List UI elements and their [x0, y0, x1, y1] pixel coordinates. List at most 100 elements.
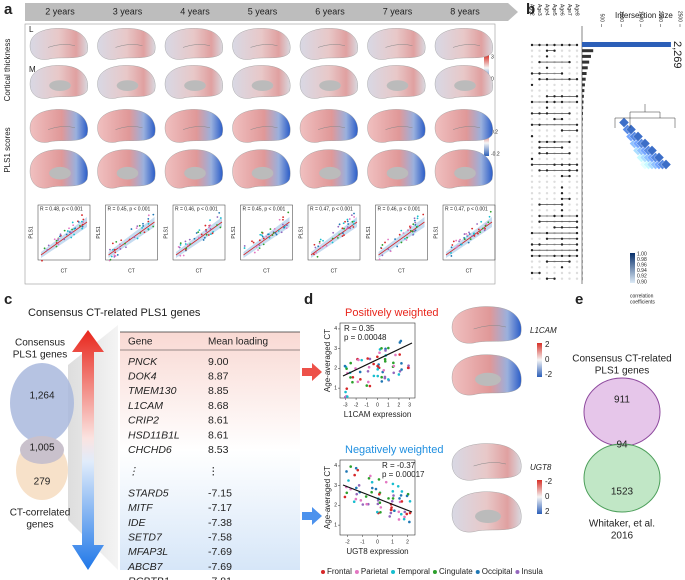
- scatter-point: [332, 231, 335, 234]
- scatter-point: [258, 247, 261, 250]
- scatter-stat: R = 0.45, p < 0.001: [243, 206, 286, 212]
- scatter-point: [115, 240, 118, 243]
- scatter-point: [479, 231, 482, 234]
- y-tick-label: 2: [334, 366, 337, 372]
- scatter-point: [451, 244, 454, 246]
- matrix-dot: [568, 146, 571, 149]
- scatter-point: [353, 216, 355, 218]
- row-bar: [582, 72, 587, 75]
- venn-count: 94: [616, 440, 628, 451]
- scatter-point: [382, 368, 386, 372]
- matrix-dot: [530, 49, 534, 52]
- matrix-dot: [575, 197, 579, 201]
- matrix-dot: [553, 209, 556, 212]
- matrix-dot: [568, 117, 571, 121]
- panel-a: 2 years R = 0.48, p < 0.001 PLS1 CT 3 years R…: [28, 6, 496, 274]
- table-cell: CHCHD6: [128, 444, 172, 456]
- scatter-point: [280, 231, 283, 234]
- colorbar-tick: 0.94: [637, 268, 647, 274]
- y-tick-label: 3: [334, 346, 337, 352]
- matrix-dot: [530, 66, 534, 70]
- scatter-point: [243, 245, 246, 247]
- scatter-point: [82, 221, 85, 224]
- matrix-dot: [545, 226, 549, 229]
- brain-surface: [434, 28, 493, 60]
- table-cell: -7.69: [208, 546, 232, 558]
- scatter-point: [193, 237, 196, 240]
- row-bar: [582, 111, 583, 115]
- year-label: 8 years: [450, 6, 480, 16]
- scatter-point: [128, 238, 131, 241]
- matrix-dot: [553, 186, 556, 189]
- confidence-band: [446, 217, 492, 258]
- scatter-point: [455, 246, 458, 249]
- scatter-point: [255, 245, 258, 248]
- matrix-dot: [530, 214, 534, 218]
- matrix-dot: [568, 192, 571, 195]
- venn-title: PLS1 genes: [595, 366, 650, 377]
- matrix-dot: [545, 83, 549, 87]
- scatter-point: [414, 224, 417, 226]
- scatter-point: [179, 254, 182, 257]
- legend-label: Insula: [521, 567, 543, 576]
- axis-label: PLS1: [433, 226, 439, 238]
- scatter-point: [260, 234, 263, 237]
- hemi-label: L: [29, 25, 34, 34]
- colorbar-tick: 0.98: [637, 257, 647, 263]
- table-cell: -7.81: [208, 576, 232, 580]
- scatter-point: [387, 238, 390, 241]
- table-cell: RCBTB1: [128, 576, 169, 580]
- axis-label: CT: [263, 268, 270, 274]
- scatter-point: [43, 247, 46, 250]
- row-bar: [582, 151, 583, 155]
- scatter-point: [459, 238, 461, 241]
- matrix-dot: [530, 226, 534, 229]
- matrix-dot: [575, 209, 579, 212]
- matrix-dot: [575, 55, 579, 58]
- matrix-dot: [530, 192, 534, 195]
- x-tick-label: -2: [345, 539, 350, 545]
- scatter-point: [359, 378, 362, 381]
- x-tick-label: 2: [406, 539, 409, 545]
- venn-title: Consensus CT-related: [572, 354, 672, 365]
- matrix-dot: [530, 106, 534, 109]
- scatter-point: [68, 227, 70, 230]
- matrix-dot: [575, 49, 579, 52]
- scatter-point: [402, 517, 406, 521]
- scatter-point: [408, 520, 411, 524]
- matrix-dot: [575, 112, 579, 115]
- matrix-dot: [538, 237, 541, 240]
- matrix-dot: [575, 192, 579, 195]
- scatter-point: [285, 227, 288, 229]
- scatter-point: [357, 358, 360, 362]
- scatter-point: [391, 490, 395, 493]
- set-label: Age4: [544, 4, 550, 16]
- table-shade: [120, 332, 300, 450]
- scatter-point: [407, 364, 410, 367]
- matrix-dot: [530, 209, 534, 212]
- panel-b: 500 1000 1500 2000 2500 2,269 Age2 Age3 Age4 Age5…: [529, 4, 683, 285]
- scatter-point: [387, 346, 390, 350]
- scatter-point: [272, 231, 275, 234]
- scatter-point: [463, 238, 466, 241]
- scatter-point: [384, 349, 387, 352]
- row-bar: [582, 100, 584, 104]
- scatter-point: [57, 239, 59, 241]
- colorbar: [484, 55, 489, 81]
- age-arrow: [25, 3, 518, 21]
- scatter-point: [205, 228, 207, 231]
- legend-label: Frontal: [327, 567, 352, 576]
- scatter-point: [267, 233, 269, 236]
- matrix-dot: [553, 129, 556, 132]
- brain-surface: [29, 109, 88, 143]
- matrix-dot: [530, 174, 534, 178]
- matrix-dot: [560, 49, 564, 52]
- scatter-point: [409, 225, 412, 228]
- scatter-point: [405, 239, 408, 241]
- scatter-point: [209, 228, 212, 230]
- matrix-dot: [538, 135, 541, 138]
- scatter-point: [372, 374, 376, 378]
- scatter-point: [252, 241, 255, 244]
- x-tick-label: 0: [376, 539, 379, 545]
- scatter-point: [331, 241, 334, 244]
